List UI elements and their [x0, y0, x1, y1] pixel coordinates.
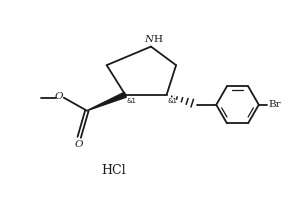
Text: Br: Br — [268, 100, 281, 109]
Polygon shape — [87, 92, 126, 111]
Text: &1: &1 — [167, 98, 177, 104]
Text: O: O — [54, 92, 63, 101]
Text: O: O — [75, 140, 83, 149]
Text: &1: &1 — [126, 98, 136, 104]
Text: H: H — [153, 35, 162, 44]
Text: HCl: HCl — [102, 164, 126, 177]
Text: N: N — [144, 35, 153, 44]
